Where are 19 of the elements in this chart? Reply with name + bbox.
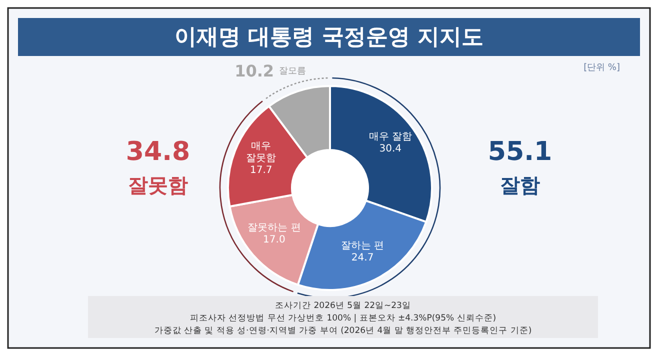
text: 잘못함 [128,173,188,197]
slice-label: 매우 잘함 [368,131,412,142]
slice-label: 잘모름 [278,66,306,76]
data-label: 10.2 [234,61,274,80]
text: [단위 %] [584,63,620,73]
data-label: 24.7 [351,252,374,264]
text: 34.8 [126,137,190,167]
data-label: 17.0 [263,234,286,246]
text: 조사기간 2026년 5월 22일~23일 [275,301,411,311]
data-label: 17.7 [250,164,272,176]
text: 55.1 [488,137,552,167]
slice-label: 잘하는 편 [340,240,384,252]
text: 피조사자 선정방법 무선 가상번호 100% | 표본오차 ±4.3%P(95% 신뢰수준) [190,314,496,324]
data-label: 30.4 [379,143,402,154]
text: 잘함 [500,173,540,197]
text: 가중값 산출 및 적용 성·연령·지역별 가중 부여 (2026년 4월 말 행정안전부 주민등록인구 기준) [154,326,532,336]
slice-label: 매우 잘못함 [246,140,276,164]
slice-label: 잘못하는 편 [248,222,301,234]
chart-title: 이재명 대통령 국정운영 지지도 [174,25,484,50]
